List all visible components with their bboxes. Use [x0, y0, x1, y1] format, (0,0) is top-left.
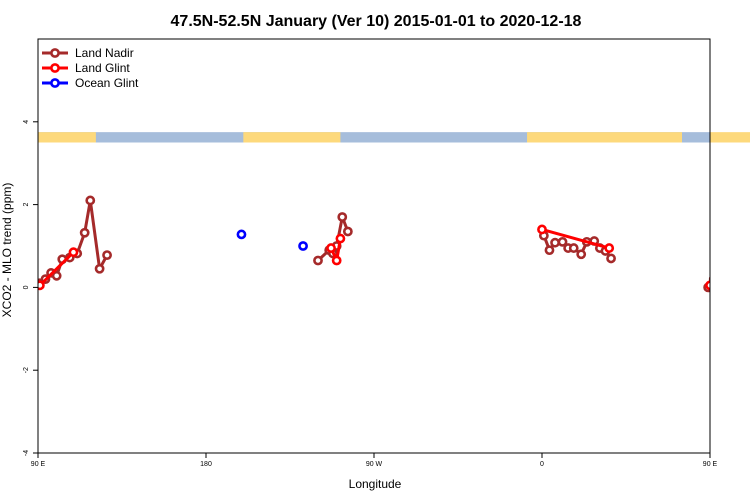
land-nadir-point — [708, 275, 710, 283]
land-nadir-point — [79, 227, 90, 238]
land-nadir-point — [51, 270, 62, 281]
land-band-segment — [38, 132, 96, 143]
land-nadir-point — [716, 269, 723, 276]
y-tick-label: 0 — [23, 285, 30, 289]
land-nadir-point — [342, 226, 353, 237]
land-band-segment — [527, 132, 682, 143]
plot-area — [38, 132, 750, 293]
land-nadir-point — [734, 254, 741, 261]
land-nadir-point — [606, 253, 616, 264]
ocean-glint-point — [236, 229, 247, 240]
land-glint-point — [604, 243, 615, 253]
land-nadir-point — [94, 263, 105, 274]
land-glint-point — [738, 249, 745, 256]
legend-swatch-marker — [50, 48, 60, 58]
land-glint-point — [537, 224, 547, 235]
legend-swatch-marker — [50, 63, 60, 73]
land-glint-point — [335, 233, 346, 244]
legend-entry: Land Glint — [75, 61, 130, 75]
land-nadir-point — [721, 272, 728, 279]
land-nadir-point — [557, 236, 568, 247]
land-glint-point — [68, 247, 79, 258]
y-tick-label: 2 — [23, 203, 30, 207]
x-tick-label: 90 W — [366, 461, 383, 468]
x-tick-label: 0 — [540, 461, 544, 468]
land-glint-point — [331, 255, 342, 266]
land-nadir-point — [544, 245, 555, 256]
land-nadir-point — [550, 237, 560, 248]
legend-entry: Ocean Glint — [75, 76, 139, 90]
x-tick-label: 90 E — [31, 461, 46, 468]
ocean-band — [38, 132, 710, 143]
series-group — [38, 195, 749, 293]
chart-title: 47.5N-52.5N January (Ver 10) 2015-01-01 … — [171, 13, 582, 30]
land-nadir-point — [102, 250, 112, 261]
x-tick-label: 180 — [200, 461, 212, 468]
land-band-segment — [243, 132, 341, 143]
land-glint-line — [541, 227, 610, 250]
ocean-glint-point — [298, 241, 308, 251]
land-nadir-point — [313, 255, 323, 266]
y-tick-label: -2 — [23, 367, 30, 373]
land-nadir-point — [727, 256, 734, 263]
land-glint-line — [708, 283, 710, 286]
land-nadir-point — [85, 195, 96, 206]
y-tick-label: 4 — [23, 120, 30, 124]
x-axis-label: Longitude — [349, 477, 402, 491]
legend-entry: Land Nadir — [75, 46, 134, 60]
land-nadir-line — [706, 281, 710, 289]
land-nadir-point — [576, 249, 587, 260]
land-glint-point — [38, 280, 45, 291]
land-nadir-point — [568, 243, 579, 253]
x-tick-label: 90 E — [703, 461, 718, 468]
legend-swatch-marker — [50, 78, 60, 88]
land-glint-point — [326, 243, 336, 253]
y-axis-label: XCO2 - MLO trend (ppm) — [0, 183, 14, 318]
x-axis: 90 E 180 90 W 0 90 E — [31, 453, 718, 468]
y-axis: -4 -2 0 2 4 — [23, 120, 38, 456]
land-nadir-point — [337, 212, 348, 222]
land-glint-line — [38, 251, 75, 287]
land-glint-point — [705, 280, 710, 291]
y-tick-label: -4 — [23, 450, 30, 456]
land-band-segment — [710, 132, 750, 143]
land-nadir-point — [742, 250, 749, 257]
